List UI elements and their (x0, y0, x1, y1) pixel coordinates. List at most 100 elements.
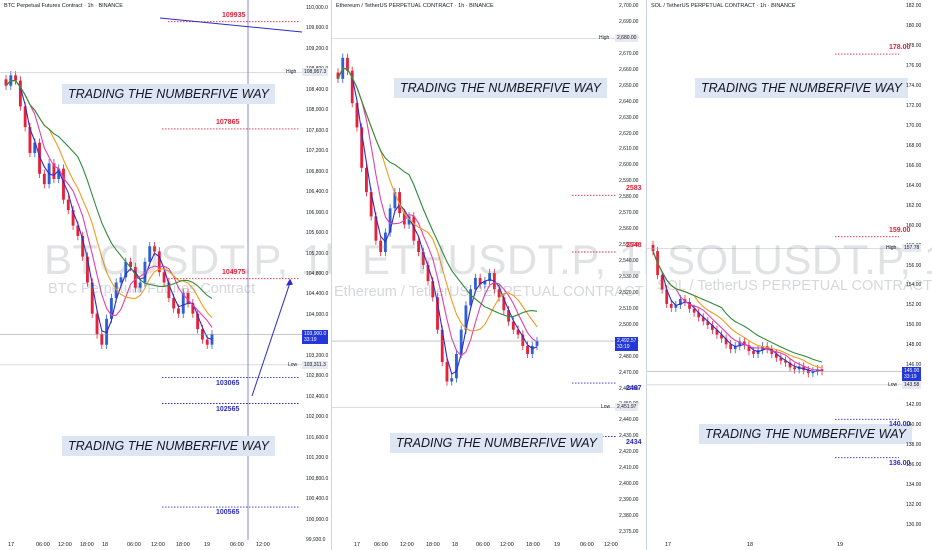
low-value-tag: 2,451.97 (615, 403, 639, 412)
countdown-label: 33:19 (904, 374, 917, 381)
candle-body (526, 345, 529, 354)
candle-body (81, 235, 85, 257)
candle-body (738, 341, 742, 347)
candle-body (701, 317, 705, 322)
sol-watermark-symbol: SOLUSDT.P, 1h (667, 236, 932, 283)
time-axis-tick: 18 (102, 542, 109, 548)
price-axis-tick: 104,400.0 (306, 291, 329, 298)
eth-chart-panel[interactable]: Ethereum / TetherUS PERPETUAL CONTRACT ·… (332, 0, 646, 550)
time-axis-tick: 17 (8, 542, 15, 548)
sol-chart-canvas[interactable] (647, 0, 932, 550)
level-label: 103065 (216, 379, 240, 387)
time-axis-tick: 06:00 (127, 542, 141, 548)
price-axis-tick: 2,540.00 (619, 258, 639, 265)
time-axis-tick: 06:00 (580, 542, 594, 548)
level-label: 178.00 (889, 44, 911, 52)
price-axis-tick: 105,600.0 (306, 230, 329, 237)
candle-body (679, 299, 682, 305)
price-axis-tick: 107,600.0 (306, 127, 329, 134)
level-label: 2548 (626, 242, 642, 249)
candle-body (779, 357, 783, 361)
candle-body (697, 312, 701, 318)
eth-chart-canvas[interactable] (332, 0, 646, 550)
time-axis-tick: 18 (747, 542, 754, 548)
time-axis-tick: 12:00 (400, 542, 414, 548)
btc-watermark-symbol: BTCUSDT.P, 1h (44, 236, 331, 283)
high-label: High (886, 245, 897, 252)
price-axis-tick: 109,200.0 (306, 45, 329, 52)
price-axis-tick: 176.00 (906, 62, 922, 69)
candle-body (674, 304, 678, 308)
price-axis-tick: 2,390.00 (619, 497, 639, 504)
btc-watermark-description: BTC Perpetual Futures Contract (48, 281, 256, 297)
price-axis-tick: 106,000.0 (306, 209, 329, 216)
price-axis-tick: 2,520.00 (619, 289, 639, 296)
level-label: 102565 (216, 405, 240, 413)
time-axis-tick: 12:00 (58, 542, 72, 548)
candle-body (52, 163, 56, 179)
candle-body (148, 246, 152, 262)
price-axis-tick: 2,700.00 (619, 3, 639, 9)
time-axis-tick: 18:00 (526, 542, 540, 548)
candle-body (431, 281, 435, 298)
price-axis-tick: 2,670.00 (619, 50, 639, 57)
candle-body (535, 341, 539, 346)
price-axis-tick: 2,510.00 (619, 305, 639, 312)
candle-body (784, 360, 787, 363)
candle-body (172, 298, 176, 309)
candle-body (369, 192, 373, 217)
price-axis-tick: 2,550.00 (619, 242, 639, 249)
price-axis-tick: 174.00 (906, 82, 922, 89)
high-label: High (286, 69, 297, 76)
current-price-tag: 103,900.0 33:19 (302, 330, 329, 345)
price-axis-tick: 106,800.0 (306, 168, 329, 175)
candle-body (521, 334, 525, 346)
time-axis-tick: 19 (554, 542, 561, 548)
candle-body (360, 127, 364, 168)
low-label: Low (288, 361, 298, 368)
candle-body (42, 173, 46, 185)
eth-banner-top: TRADING THE NUMBERFIVE WAY (394, 78, 607, 98)
candle-body (393, 192, 397, 209)
candle-body (669, 303, 673, 308)
price-axis-tick: 100,000.0 (306, 516, 329, 523)
candle-body (421, 252, 425, 265)
btc-chart-panel[interactable]: BTC Perpetual Futures Contract · 1h · BI… (0, 0, 331, 550)
candle-body (412, 216, 416, 241)
candle-body (90, 282, 94, 314)
candle-body (806, 370, 810, 374)
price-axis-tick: 146.00 (906, 362, 922, 369)
candle-body (445, 362, 449, 382)
eth-banner-bottom: TRADING THE NUMBERFIVE WAY (390, 433, 603, 453)
candle-body (100, 334, 104, 345)
price-axis-tick: 2,690.00 (619, 18, 639, 25)
price-axis-tick: 136.00 (906, 462, 922, 469)
level-label: 109935 (222, 11, 246, 19)
ma-long-line (5, 79, 213, 299)
eth-watermark-symbol: ETHUSDT.P, 1h (362, 236, 646, 283)
price-axis-tick: 103,200.0 (306, 352, 329, 359)
candle-body (398, 192, 402, 214)
candle-body (162, 272, 166, 283)
price-axis-tick: 2,410.00 (619, 465, 639, 472)
price-axis-tick: 132.00 (906, 502, 922, 509)
price-axis-tick: 178.00 (906, 42, 922, 49)
price-axis-tick: 104,800.0 (306, 271, 329, 277)
ma-mid-line (337, 67, 538, 357)
candle-body (440, 329, 444, 363)
time-axis-tick: 12:00 (500, 542, 514, 548)
price-axis-tick: 100,400.0 (306, 496, 329, 503)
time-axis-tick: 19 (837, 542, 844, 548)
price-axis-tick: 180.00 (906, 22, 922, 29)
candle-body (407, 216, 411, 225)
sol-chart-panel[interactable]: SOL / TetherUS PERPETUAL CONTRACT · 1h ·… (647, 0, 932, 550)
btc-chart-canvas[interactable] (0, 0, 331, 550)
candle-body (417, 240, 420, 253)
time-axis-tick: 17 (354, 542, 361, 548)
projection-arrow (251, 282, 291, 397)
candle-body (191, 303, 195, 314)
level-label: 104975 (222, 268, 246, 276)
price-axis-tick: 2,640.00 (619, 98, 639, 105)
price-axis-tick: 101,200.0 (306, 455, 329, 462)
ma-fast-line (652, 250, 823, 373)
